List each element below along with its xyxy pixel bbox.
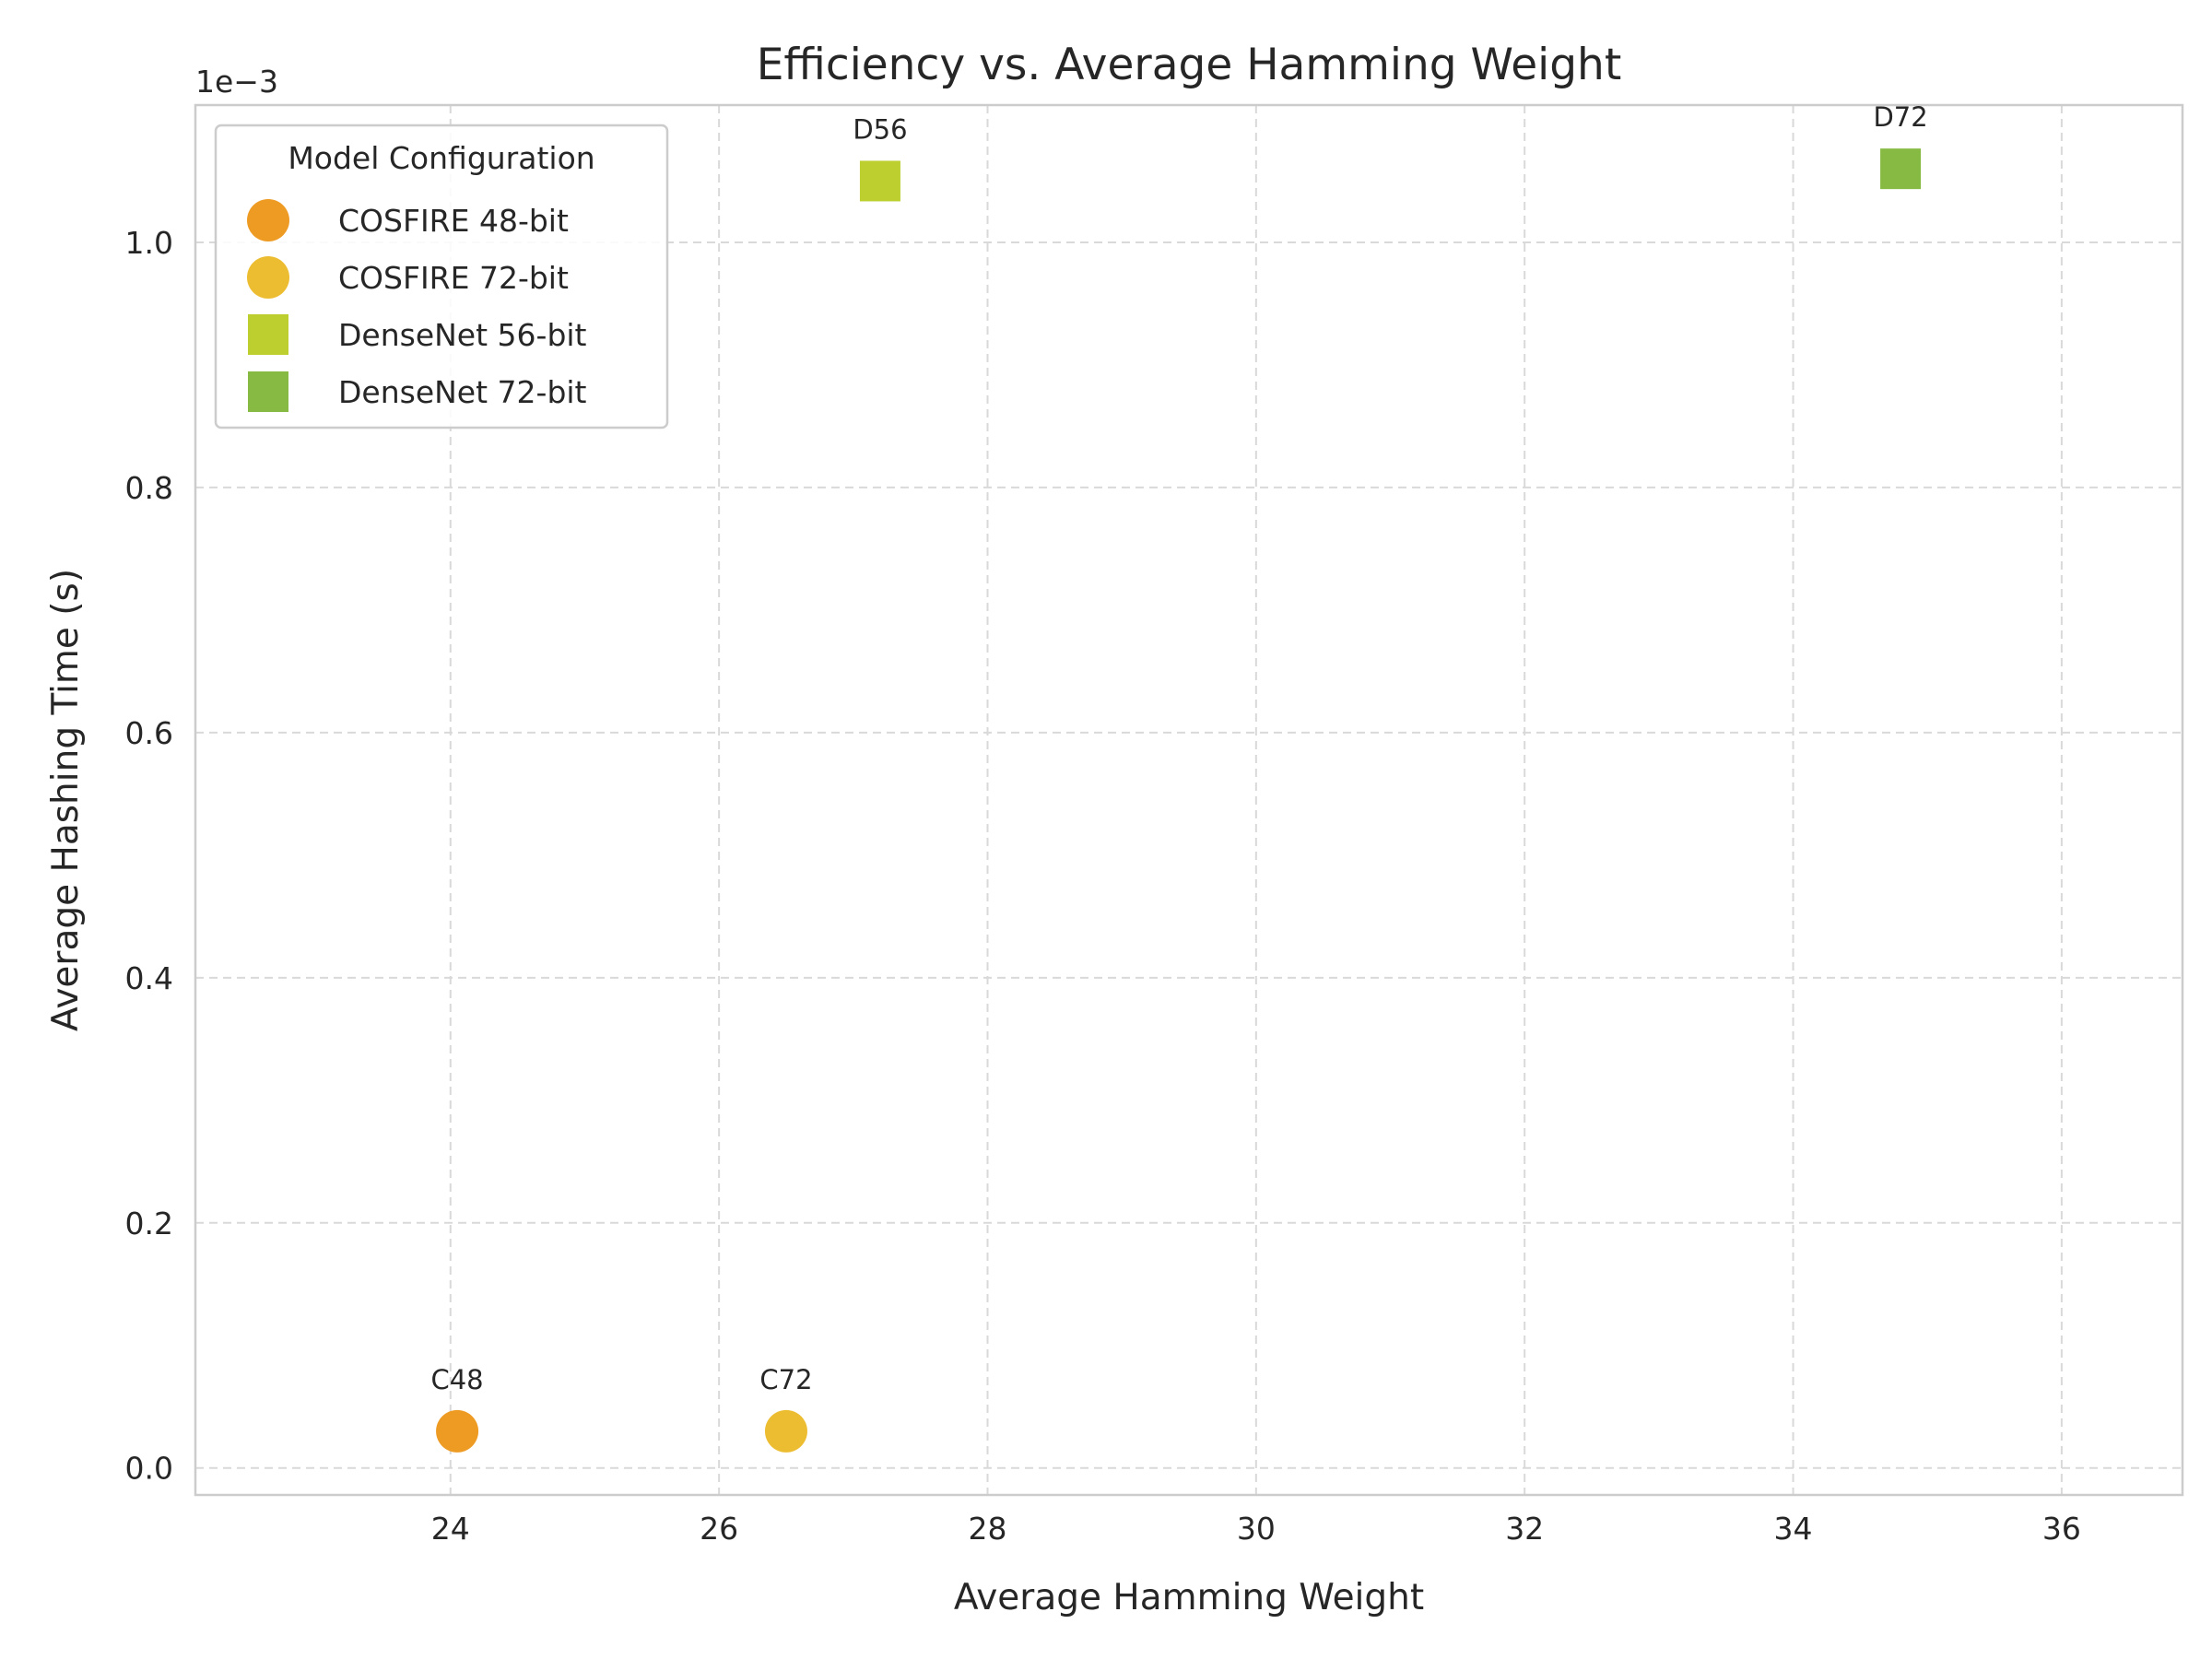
legend-title: Model Configuration — [288, 140, 594, 176]
data-label: D56 — [853, 113, 907, 145]
y-tick-label: 1.0 — [125, 225, 173, 261]
x-tick-label: 34 — [1774, 1511, 1813, 1547]
data-point — [1880, 148, 1922, 190]
data-label: D72 — [1873, 101, 1927, 133]
legend-box — [214, 124, 669, 429]
legend: Model Configuration COSFIRE 48-bitCOSFIR… — [214, 124, 669, 429]
data-point — [859, 160, 900, 202]
y-tick-label: 0.4 — [125, 960, 173, 996]
plot-frame — [194, 103, 2184, 1497]
legend-label: DenseNet 56-bit — [338, 317, 587, 353]
legend-marker — [247, 256, 289, 299]
x-tick-label: 32 — [1505, 1511, 1544, 1547]
y-tick-labels: 0.0 0.2 0.4 0.6 0.8 1.0 — [125, 225, 173, 1487]
y-axis-offset-label: 1e−3 — [195, 64, 278, 100]
x-axis-label: Average Hamming Weight — [954, 1577, 1424, 1618]
point-labels: C48 C72 D56 D72 — [430, 101, 1927, 1395]
chart-title: Efficiency vs. Average Hamming Weight — [757, 40, 1622, 90]
legend-marker — [248, 371, 288, 412]
legend-label: COSFIRE 72-bit — [338, 260, 569, 296]
gridlines — [195, 105, 2183, 1495]
legend-items: COSFIRE 48-bit COSFIRE 72-bit DenseNet 56-… — [247, 199, 587, 412]
data-label: C72 — [759, 1364, 812, 1395]
x-tick-label: 26 — [700, 1511, 738, 1547]
x-tick-label: 28 — [968, 1511, 1006, 1547]
legend-label: COSFIRE 48-bit — [338, 203, 569, 239]
x-tick-label: 30 — [1237, 1511, 1276, 1547]
y-tick-label: 0.0 — [125, 1451, 173, 1487]
x-tick-labels: 24 26 28 30 32 34 36 — [431, 1511, 2081, 1547]
x-tick-label: 24 — [431, 1511, 470, 1547]
data-label: C48 — [430, 1364, 483, 1395]
legend-marker — [247, 199, 289, 241]
x-tick-label: 36 — [2042, 1511, 2081, 1547]
y-tick-label: 0.8 — [125, 470, 173, 506]
legend-marker — [248, 314, 288, 355]
y-tick-label: 0.2 — [125, 1206, 173, 1241]
legend-label: DenseNet 72-bit — [338, 374, 587, 410]
data-point — [436, 1409, 479, 1453]
data-point — [764, 1409, 807, 1453]
y-tick-label: 0.6 — [125, 715, 173, 751]
y-axis-label: Average Hashing Time (s) — [45, 569, 87, 1031]
data-points — [436, 148, 1922, 1453]
